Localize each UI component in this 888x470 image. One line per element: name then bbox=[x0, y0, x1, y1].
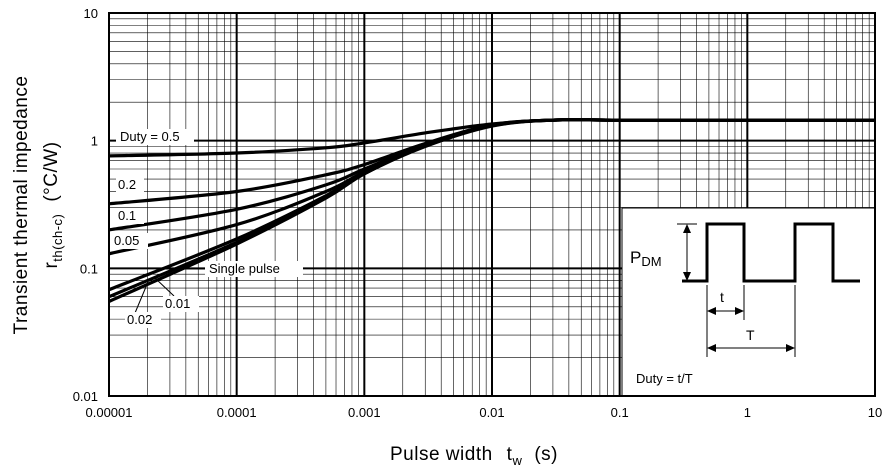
x-axis-title: Pulse width tw (s) bbox=[390, 444, 558, 468]
y-tick-label: 0.01 bbox=[73, 389, 98, 404]
pulse-waveform-inset: PDM t T Duty = t/T bbox=[621, 207, 876, 397]
x-tick-label: 1 bbox=[744, 405, 751, 420]
pdm-arrowhead-down bbox=[683, 272, 691, 281]
series-layer bbox=[108, 118, 875, 303]
T-label: T bbox=[746, 327, 755, 343]
y-tick-label: 0.1 bbox=[80, 261, 98, 276]
label-single-pulse: Single pulse bbox=[209, 261, 280, 276]
x-tick-labels: 0.00001 0.0001 0.001 0.01 0.1 1 10 bbox=[86, 405, 883, 420]
y-tick-labels: 0.01 0.1 1 10 bbox=[73, 6, 98, 404]
y-tick-label: 10 bbox=[84, 6, 98, 21]
duty-001-leader bbox=[154, 277, 175, 297]
duty-001-label-bg bbox=[163, 296, 199, 312]
x-tick-label: 0.00001 bbox=[86, 405, 133, 420]
single-pulse-label-bg bbox=[205, 261, 303, 277]
label-duty-0.01: 0.01 bbox=[165, 296, 190, 311]
duty-02-label-bg bbox=[116, 177, 144, 193]
x-tick-label: 0.0001 bbox=[217, 405, 257, 420]
label-duty-0.2: 0.2 bbox=[118, 177, 136, 192]
series-annotations: Duty = 0.5 0.2 0.1 0.05 Single pulse 0.0… bbox=[112, 129, 303, 328]
duty-05-label-bg bbox=[116, 129, 194, 145]
y-axis-title-line1: Transient thermal impedance bbox=[11, 76, 32, 335]
x-tick-label: 10 bbox=[868, 405, 882, 420]
pdm-arrowhead-up bbox=[683, 224, 691, 233]
label-duty-0.5: Duty = 0.5 bbox=[120, 129, 180, 144]
pdm-label: PDM bbox=[630, 248, 662, 269]
duty-002-leader bbox=[134, 281, 149, 314]
plot-frame bbox=[108, 12, 876, 397]
label-duty-0.1: 0.1 bbox=[118, 208, 136, 223]
T-arrowhead-left bbox=[707, 344, 716, 352]
T-arrowhead-right bbox=[786, 344, 795, 352]
label-duty-0.02: 0.02 bbox=[127, 312, 152, 327]
duty-01-label-bg bbox=[116, 208, 144, 224]
x-tick-label: 0.1 bbox=[611, 405, 629, 420]
duty-002-label-bg bbox=[125, 312, 161, 328]
x-tick-label: 0.01 bbox=[479, 405, 504, 420]
y-axis-title-line2: rth(ch-c)(°C/W) bbox=[41, 141, 65, 268]
y-tick-label: 1 bbox=[91, 134, 98, 149]
t-arrowhead-right bbox=[735, 307, 744, 315]
label-duty-0.05: 0.05 bbox=[114, 233, 139, 248]
t-arrowhead-left bbox=[707, 307, 716, 315]
duty-005-label-bg bbox=[112, 233, 148, 249]
series-curve-6 bbox=[108, 118, 875, 303]
inset-frame bbox=[621, 207, 876, 397]
pulse-waveform bbox=[682, 222, 860, 283]
duty-formula: Duty = t/T bbox=[636, 371, 693, 386]
x-tick-label: 0.001 bbox=[348, 405, 381, 420]
t-label: t bbox=[720, 289, 724, 305]
